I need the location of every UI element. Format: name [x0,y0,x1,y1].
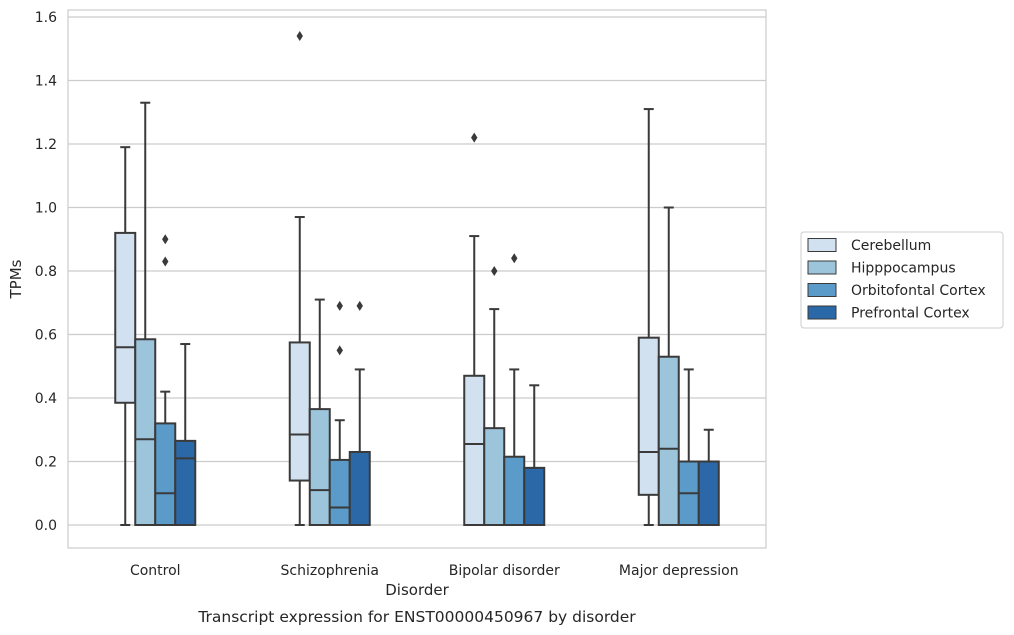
chart-caption: Transcript expression for ENST0000045096… [197,608,636,626]
legend-label: Hipppocampus [851,261,956,277]
legend: Cerebellum Hipppocampus Orbitofontal Corte… [800,231,1004,329]
outlier-point [511,253,518,264]
outlier-point [336,345,343,356]
box-hipppocampus [483,266,506,527]
x-tick-labels: Control Schizophrenia Bipolar disorder Majo… [130,563,739,579]
box-body [697,460,720,526]
box-body [503,455,526,526]
legend-swatch [807,305,837,320]
boxes [114,31,720,527]
box-body [657,355,680,526]
box-body [328,458,351,527]
legend-label: Cerebellum [851,238,931,254]
box-body [463,374,486,526]
legend-label: Orbitofontal Cortex [851,283,986,299]
box-orbitofontal-cortex [503,253,526,526]
outlier-point [491,266,498,276]
y-tick-label: 1.0 [35,201,57,217]
x-tick-label: Major depression [619,563,739,579]
y-tick-label: 0.6 [35,328,57,344]
box-body [134,338,157,527]
x-axis-title: Disorder [385,581,449,599]
box-prefrontal-cortex [174,343,197,526]
box-body [483,427,506,527]
legend-frame [800,231,1004,329]
y-tick-label: 1.6 [35,10,57,26]
box-body [154,422,177,526]
box-body [637,336,660,496]
box-body [348,450,371,527]
outlier-point [162,256,169,267]
box-body [288,341,311,482]
outlier-point [296,31,303,42]
legend-label: Prefrontal Cortex [851,306,970,322]
box-prefrontal-cortex [523,384,546,527]
box-prefrontal-cortex [697,428,720,526]
y-tick-label: 1.4 [35,74,57,90]
outlier-point [471,132,478,143]
box-cerebellum [463,132,486,526]
x-tick-label: Control [130,563,181,579]
outlier-point [162,234,169,245]
x-tick-label: Bipolar disorder [449,563,560,579]
legend-swatch [807,260,837,275]
box-body [174,439,197,526]
box-cerebellum [114,146,137,526]
box-hipppocampus [657,206,680,526]
box-cerebellum [288,31,311,526]
box-body [114,231,137,404]
legend-swatch [807,283,837,297]
x-tick-label: Schizophrenia [281,563,379,579]
box-prefrontal-cortex [348,300,371,527]
box-orbitofontal-cortex [328,300,351,527]
legend-swatch [807,238,837,252]
outlier-point [356,300,363,311]
box-hipppocampus [134,101,157,527]
y-axis-title: TPMs [7,259,25,299]
box-body [308,408,331,526]
y-tick-label: 0.0 [35,518,57,534]
y-tick-label: 0.2 [35,455,57,471]
y-tick-label: 0.4 [35,391,57,407]
y-tick-labels: 0.0 0.2 0.4 0.6 0.8 1.0 1.2 1.4 1.6 [35,10,57,534]
outlier-point [336,300,343,311]
y-tick-label: 0.8 [35,264,57,280]
y-tick-label: 1.2 [35,137,57,153]
box-body [523,466,546,527]
